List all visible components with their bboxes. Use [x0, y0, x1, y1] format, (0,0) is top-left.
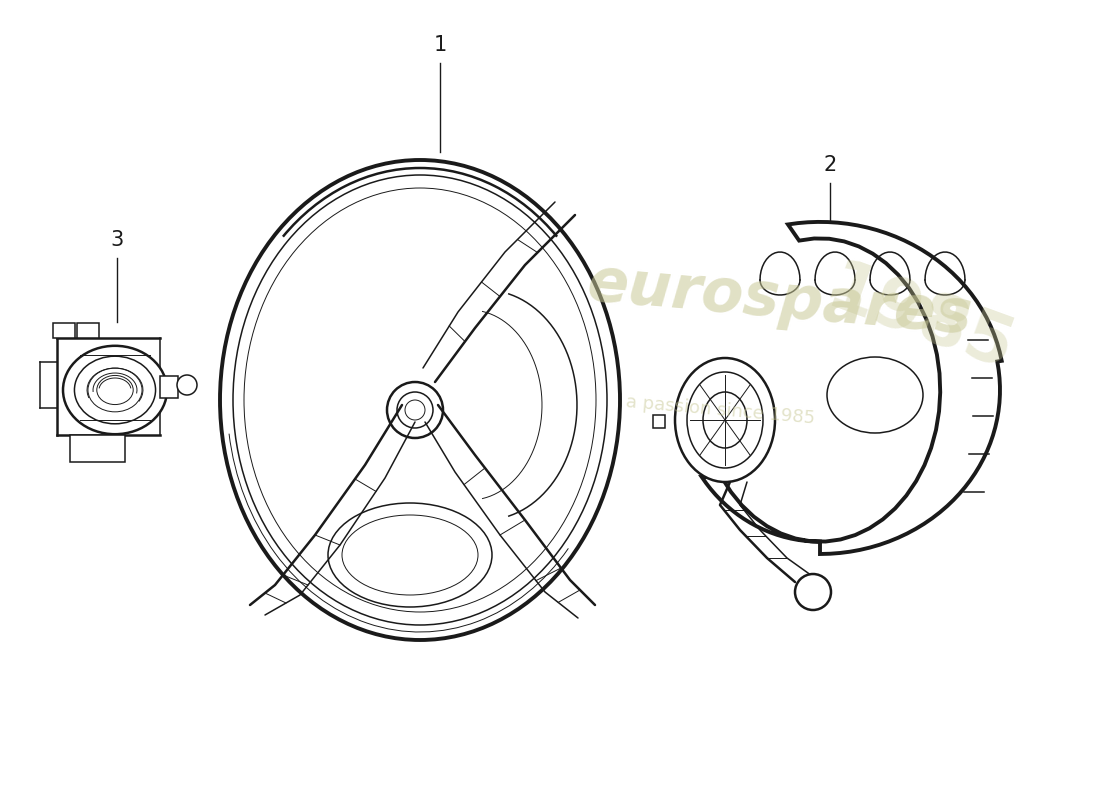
Ellipse shape [63, 346, 167, 434]
Text: a passion since 1985: a passion since 1985 [625, 393, 815, 427]
Ellipse shape [675, 358, 776, 482]
Ellipse shape [397, 392, 433, 428]
Ellipse shape [688, 372, 763, 468]
Ellipse shape [97, 375, 133, 405]
Ellipse shape [405, 400, 425, 420]
Ellipse shape [795, 574, 830, 610]
FancyBboxPatch shape [53, 323, 75, 338]
Text: 2: 2 [824, 155, 837, 175]
Text: eurospares: eurospares [585, 254, 975, 346]
Ellipse shape [233, 175, 607, 625]
Ellipse shape [827, 357, 923, 433]
Polygon shape [702, 222, 1002, 554]
Ellipse shape [328, 503, 492, 607]
FancyBboxPatch shape [160, 376, 178, 398]
Polygon shape [653, 415, 666, 428]
Ellipse shape [88, 368, 142, 412]
Ellipse shape [703, 392, 747, 448]
Text: 3: 3 [110, 230, 123, 250]
Text: 1: 1 [433, 35, 447, 55]
FancyBboxPatch shape [77, 323, 99, 338]
Text: 1985: 1985 [817, 255, 1022, 385]
Ellipse shape [75, 356, 155, 424]
FancyBboxPatch shape [70, 435, 125, 462]
Ellipse shape [220, 160, 620, 640]
Ellipse shape [387, 382, 443, 438]
Ellipse shape [177, 375, 197, 395]
Ellipse shape [342, 515, 478, 595]
